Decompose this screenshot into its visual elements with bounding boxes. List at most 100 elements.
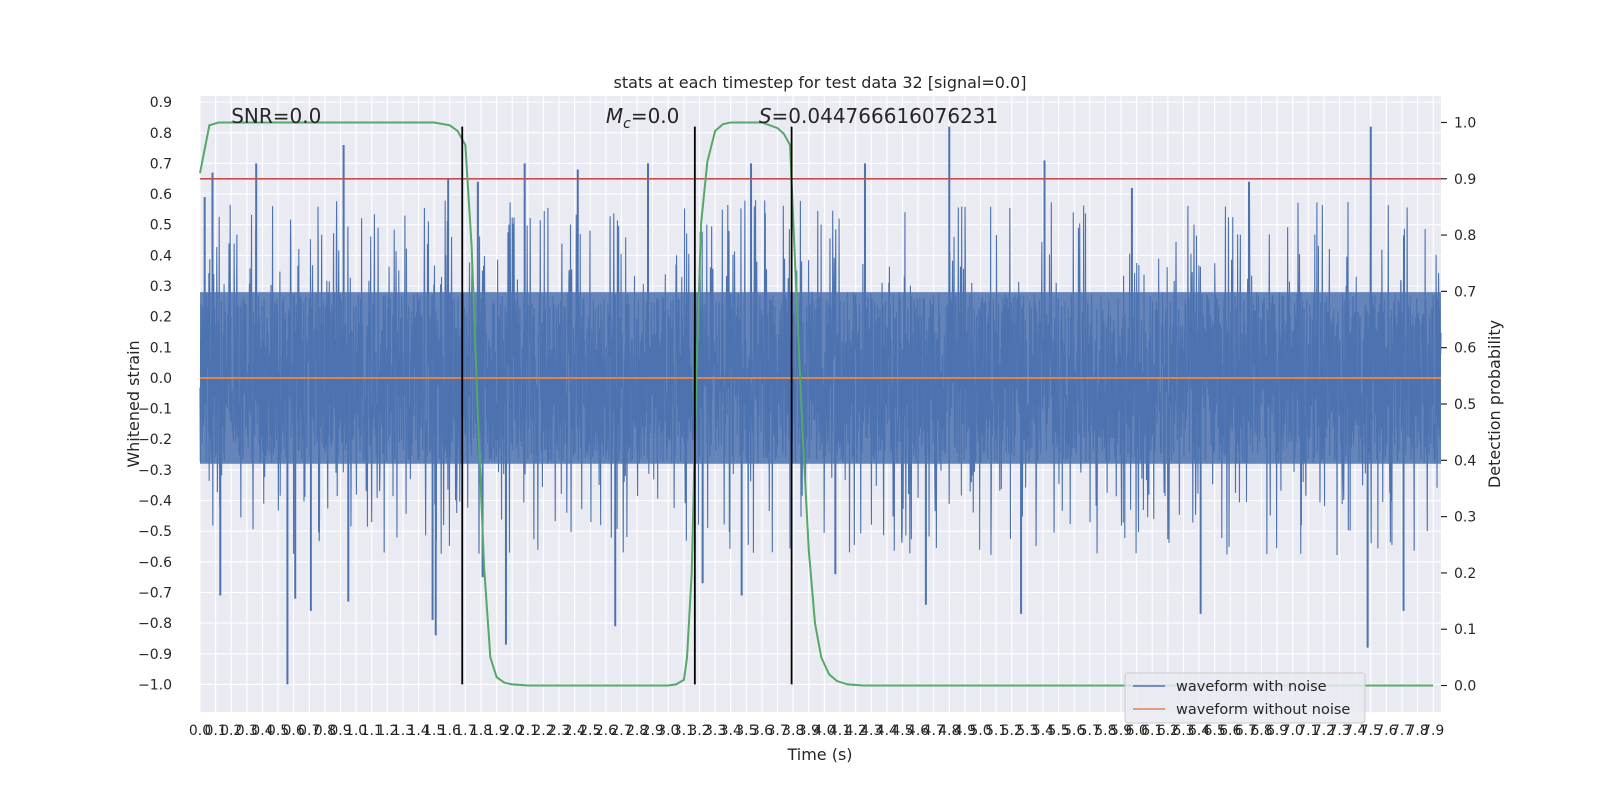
x-tick-label: 6.9 [1266,723,1288,739]
x-tick-label: 7.7 [1391,723,1413,739]
snr-annotation: SNR=0.0 [231,104,321,128]
x-tick-label: 6.2 [1157,723,1179,739]
x-tick-label: 3.7 [766,723,788,739]
x-tick-label: 5.6 [1063,723,1085,739]
x-tick-label: 4.8 [938,723,960,739]
x-tick-label: 0.6 [283,723,305,739]
x-tick-label: 2.3 [548,723,570,739]
y-tick-label: 0.4 [150,248,172,264]
x-tick-label: 2.6 [595,723,617,739]
x-tick-label: 7.9 [1422,723,1444,739]
x-tick-label: 2.8 [626,723,648,739]
x-tick-label: 5.3 [1016,723,1038,739]
s-value: =0.044766616076231 [772,104,999,128]
x-tick-label: 1.1 [361,723,383,739]
y-tick-label: −0.3 [138,463,172,479]
tick-layer: 0.00.10.20.30.40.50.60.70.80.91.01.11.21… [138,95,1476,739]
x-tick-label: 0.1 [204,723,226,739]
x-tick-label: 1.5 [423,723,445,739]
x-tick-label: 5.8 [1094,723,1116,739]
x-tick-label: 1.2 [376,723,398,739]
x-tick-label: 7.2 [1313,723,1335,739]
x-tick-label: 2.5 [579,723,601,739]
x-tick-label: 5.2 [1001,723,1023,739]
y2-tick-label: 0.1 [1454,622,1476,638]
x-tick-label: 7.8 [1406,723,1428,739]
x-tick-label: 0.8 [314,723,336,739]
y-tick-label: −0.8 [138,616,172,632]
x-tick-label: 2.9 [642,723,664,739]
x-tick-label: 6.1 [1141,723,1163,739]
y-tick-label: −0.2 [138,432,172,448]
x-tick-label: 3.3 [704,723,726,739]
s-symbol: S [759,104,772,128]
chirp-mass-annotation: Mc=0.0 [606,104,680,132]
x-tick-label: 6.3 [1172,723,1194,739]
x-tick-label: 5.4 [1032,723,1054,739]
y-tick-label: 0.7 [150,156,172,172]
x-tick-label: 6.5 [1204,723,1226,739]
x-tick-label: 5.9 [1110,723,1132,739]
x-tick-label: 3.2 [688,723,710,739]
x-tick-label: 3.8 [782,723,804,739]
x-tick-label: 4.9 [954,723,976,739]
x-tick-label: 0.9 [329,723,351,739]
y2-tick-label: 0.2 [1454,566,1476,582]
x-tick-label: 2.0 [501,723,523,739]
x-tick-label: 6.6 [1219,723,1241,739]
x-tick-label: 0.3 [236,723,258,739]
y-tick-label: −0.6 [138,555,172,571]
detection-probability-line [199,121,1434,687]
x-tick-label: 3.4 [720,723,742,739]
x-tick-label: 7.3 [1328,723,1350,739]
x-tick-label: 7.5 [1360,723,1382,739]
x-tick-label: 5.1 [985,723,1007,739]
x-tick-label: 3.1 [673,723,695,739]
y-tick-label: −0.1 [138,402,172,418]
x-tick-label: 7.1 [1297,723,1319,739]
y-tick-label: 0.0 [150,371,172,387]
x-tick-label: 4.7 [923,723,945,739]
y2-tick-label: 1.0 [1454,115,1476,131]
y-tick-label: −0.5 [138,524,172,540]
chirp-mass-subscript: c [623,116,631,132]
y2-tick-label: 0.3 [1454,510,1476,526]
y2-tick-label: 0.9 [1454,172,1476,188]
x-tick-label: 5.5 [1047,723,1069,739]
y-tick-label: 0.8 [150,126,172,142]
x-tick-label: 3.5 [735,723,757,739]
x-tick-label: 2.7 [610,723,632,739]
x-tick-label: 6.0 [1125,723,1147,739]
y-tick-label: 0.1 [150,340,172,356]
x-tick-label: 3.0 [657,723,679,739]
y2-tick-label: 0.8 [1454,228,1476,244]
overlay-layer [199,121,1441,687]
x-tick-label: 4.6 [907,723,929,739]
y-tick-label: 0.9 [150,95,172,111]
legend-label-noise: waveform with noise [1176,679,1327,695]
y2-tick-label: 0.4 [1454,453,1476,469]
y-tick-label: −0.4 [138,494,172,510]
y-tick-label: −0.7 [138,585,172,601]
x-tick-label: 1.6 [439,723,461,739]
x-tick-label: 1.8 [470,723,492,739]
y-tick-label: 0.5 [150,218,172,234]
y-tick-label: −0.9 [138,647,172,663]
x-tick-label: 0.4 [251,723,273,739]
y2-axis-label: Detection probability [1485,320,1504,488]
chirp-mass-symbol: M [606,104,623,128]
y-tick-label: 0.6 [150,187,172,203]
x-tick-label: 6.8 [1250,723,1272,739]
x-tick-label: 4.3 [860,723,882,739]
x-tick-label: 0.5 [267,723,289,739]
x-tick-label: 0.0 [189,723,211,739]
x-tick-label: 2.4 [564,723,586,739]
x-tick-label: 1.3 [392,723,414,739]
x-tick-label: 5.0 [969,723,991,739]
y-axis-label: Whitened strain [124,340,143,467]
x-tick-label: 4.2 [844,723,866,739]
y2-tick-label: 0.5 [1454,397,1476,413]
s-annotation: S=0.044766616076231 [759,104,998,128]
x-axis-label: Time (s) [786,745,852,764]
